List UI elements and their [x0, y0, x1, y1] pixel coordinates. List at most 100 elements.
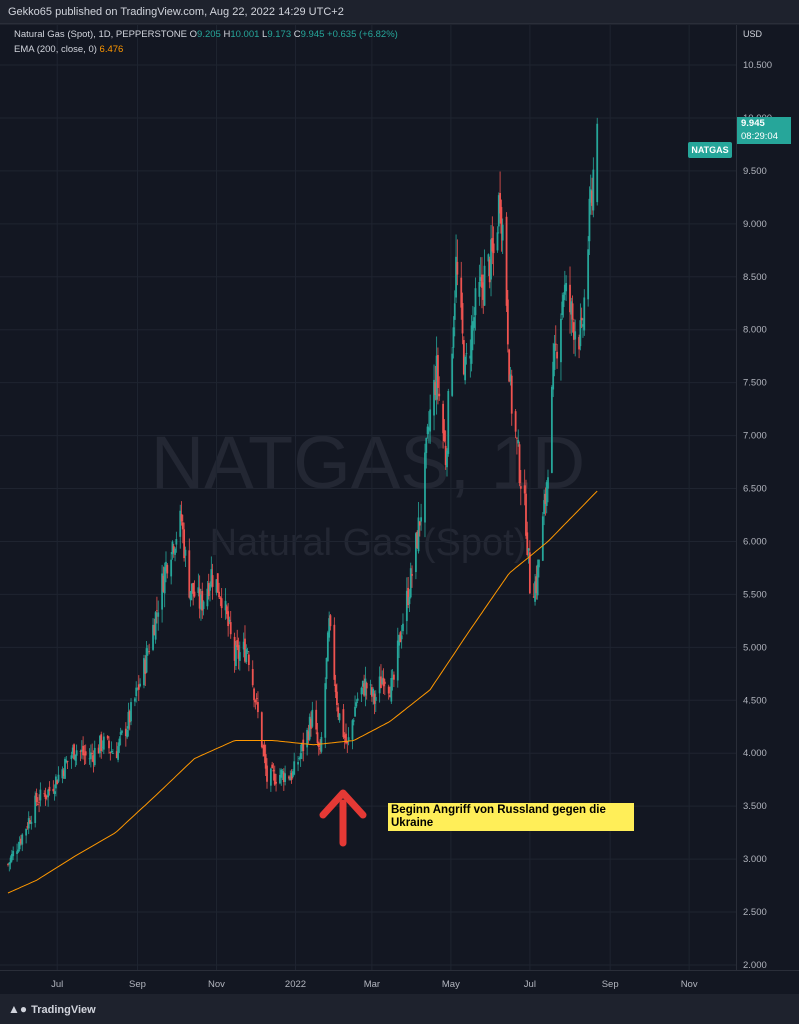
candle-body	[84, 751, 87, 756]
candle-body	[442, 403, 445, 434]
candle-body	[424, 452, 426, 523]
candle-body	[244, 638, 246, 662]
candle-body	[34, 795, 37, 824]
candle-body	[52, 788, 55, 792]
candle-body	[269, 768, 272, 786]
candle-body	[373, 693, 376, 704]
plot-area[interactable]: NATGAS, 1D Natural Gas (Spot) Natural Ga…	[0, 25, 736, 970]
candle-body	[43, 793, 46, 795]
candle-body	[238, 652, 241, 661]
candle-body	[390, 677, 393, 702]
annotation-label[interactable]: Beginn Angriff von Russland gegen die Uk…	[388, 803, 634, 831]
candle-body	[291, 771, 294, 777]
candle-body	[163, 567, 166, 594]
time-tick-label: May	[442, 979, 460, 990]
candle-body	[451, 353, 454, 396]
candle-body	[333, 624, 336, 680]
legend-high-label: H	[223, 29, 231, 40]
candle-body	[402, 623, 404, 632]
price-tick-label: 6.500	[743, 484, 767, 495]
candle-body	[119, 732, 122, 735]
legend-ohlc: Natural Gas (Spot), 1D, PEPPERSTONE O9.2…	[14, 29, 398, 40]
candle-body	[589, 189, 592, 203]
candle-body	[556, 351, 558, 359]
publisher-text: Gekko65 published on TradingView.com, Au…	[8, 6, 344, 18]
candle-body	[97, 747, 100, 754]
candle-body	[100, 734, 103, 751]
candle-body	[20, 838, 22, 844]
candle-body	[308, 716, 311, 740]
candle-body	[146, 651, 149, 653]
candle-body	[499, 192, 501, 214]
candle-body	[562, 294, 565, 308]
candle-body	[302, 739, 305, 752]
candle-body	[316, 732, 319, 743]
legend-symbol: Natural Gas (Spot), 1D, PEPPERSTONE	[14, 29, 187, 40]
candle-body	[148, 651, 151, 653]
candle-body	[152, 624, 154, 650]
candle-body	[337, 707, 340, 718]
candle-body	[21, 834, 24, 845]
candle-body	[510, 375, 513, 414]
price-axis[interactable]: USD 2.000 2.500 3.000 3.500 4.000 4.500 5.000 5…	[736, 25, 799, 970]
candle-body	[79, 750, 82, 752]
candle-body	[563, 284, 566, 295]
candle-body	[538, 559, 540, 568]
candle-body	[372, 688, 375, 696]
candle-body	[569, 284, 571, 313]
candle-body	[429, 409, 432, 432]
candle-body	[483, 265, 486, 306]
candle-body	[101, 746, 104, 748]
countdown: 08:29:04	[741, 131, 778, 142]
candle-body	[202, 601, 205, 610]
price-tick-label: 4.500	[743, 695, 767, 706]
price-tick-label: 5.000	[743, 642, 767, 653]
candle-body	[36, 804, 39, 805]
candle-body	[474, 288, 477, 316]
price-tick-label: 2.500	[743, 907, 767, 918]
candle-body	[360, 687, 363, 695]
time-axis[interactable]: Jul Sep Nov 2022 Mar May Jul Sep Nov	[0, 970, 799, 994]
currency-label: USD	[743, 29, 763, 39]
candle-body	[345, 733, 347, 744]
price-tick-label: 10.500	[743, 60, 772, 71]
candle-body	[279, 774, 281, 784]
candle-body	[528, 552, 531, 594]
candle-body	[75, 750, 78, 756]
candle-body	[301, 743, 303, 752]
candle-body	[361, 680, 364, 687]
candle-body	[224, 600, 227, 611]
candle-body	[482, 282, 485, 300]
candle-body	[297, 761, 299, 765]
candle-body	[200, 594, 202, 610]
candle-body	[343, 735, 346, 738]
candle-body	[18, 841, 21, 850]
tradingview-logo[interactable]: ▲● TradingView	[8, 1002, 96, 1016]
candle-body	[263, 745, 266, 757]
candle-body	[408, 596, 411, 605]
candle-body	[220, 598, 223, 609]
candle-body	[210, 569, 213, 587]
candle-body	[246, 651, 249, 652]
candle-body	[319, 747, 321, 750]
candle-body	[536, 564, 539, 596]
candle-body	[416, 531, 419, 548]
candle-body	[126, 729, 129, 738]
candle-body	[378, 676, 381, 694]
candle-body	[508, 349, 511, 382]
candle-body	[83, 753, 86, 756]
time-tick-label: Sep	[129, 979, 146, 990]
candle-body	[481, 274, 483, 288]
candle-body	[369, 684, 372, 686]
candle-body	[139, 683, 141, 687]
candle-body	[355, 702, 358, 707]
candle-body	[444, 445, 447, 465]
ema-line	[7, 490, 598, 894]
candle-body	[298, 758, 301, 760]
candlestick-chart[interactable]	[0, 25, 736, 970]
candle-body	[591, 190, 593, 206]
candle-body	[519, 486, 522, 489]
candle-body	[324, 683, 327, 738]
candle-body	[325, 657, 328, 679]
candle-body	[447, 390, 450, 454]
